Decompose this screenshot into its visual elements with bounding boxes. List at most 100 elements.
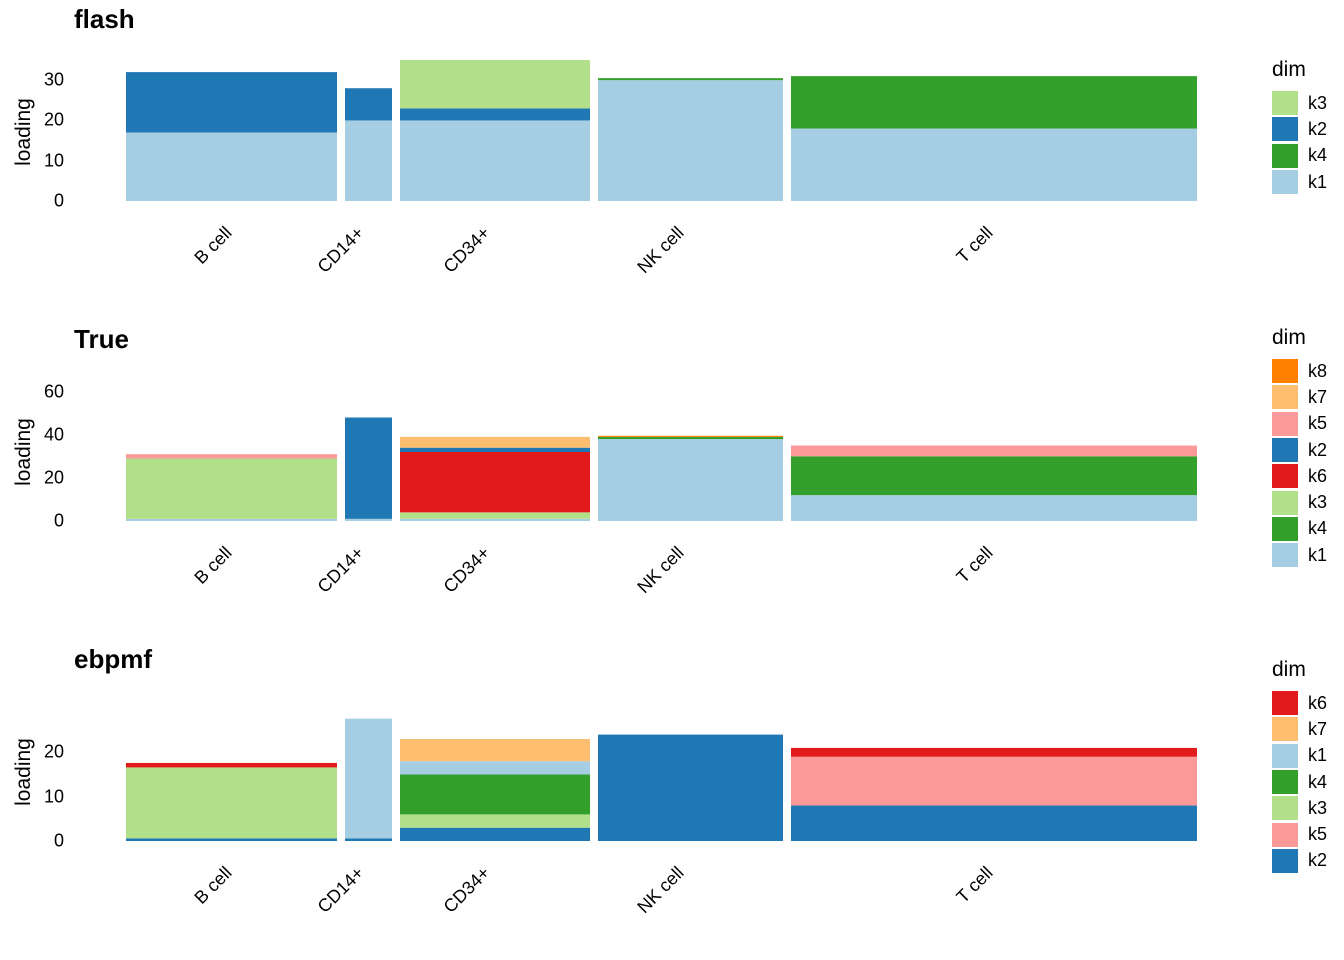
bar-k4-nk-cell [598,78,783,81]
legend-swatch [1272,359,1298,384]
legend-label: k4 [1308,518,1328,539]
bar-k2-b-cell [126,838,337,841]
bar-k1-t-cell [791,128,1197,201]
legend-swatch [1272,464,1298,489]
legend-swatch [1272,490,1298,515]
bar-k2-cd34- [400,447,590,452]
bar-k1-cd14- [345,120,392,201]
legend-label: k5 [1308,413,1328,434]
flash-panel: flash loading 0 10 20 30 B cell CD14+ CD… [0,0,1344,320]
bar-k3-b-cell [126,458,337,519]
legend-item: k4 [1272,769,1327,795]
y-tick-label: 10 [43,150,64,171]
bar-k2-cd14- [345,417,392,519]
bar-k5-b-cell [126,454,337,459]
legend-swatch [1272,848,1298,873]
y-tick-label: 40 [43,424,64,445]
legend-label: k1 [1308,544,1328,565]
legend-swatch [1272,143,1298,168]
legend-item: k2 [1272,116,1327,142]
panel-title: ebpmf [74,644,152,674]
bar-k1-cd34- [400,761,590,775]
legend-swatch [1272,543,1298,568]
legend-item: k7 [1272,716,1327,742]
legend-swatch [1272,385,1298,410]
y-tick-label: 20 [43,741,64,762]
legend-item: k3 [1272,489,1327,515]
y-tick-label: 30 [43,69,64,90]
bar-k4-t-cell [791,456,1197,496]
legend-item: k1 [1272,542,1327,568]
legend-title: dim [1272,326,1306,349]
bar-k4-cd34- [400,774,590,815]
bar-k2-cd14- [345,88,392,121]
y-tick-label: 0 [53,510,64,531]
bar-k4-t-cell [791,76,1197,129]
legend-label: k4 [1308,771,1328,792]
legend-item: k8 [1272,358,1327,384]
bar-k5-t-cell [791,445,1197,457]
bar-k1-t-cell [791,495,1197,521]
y-tick-label: 20 [43,467,64,488]
legend-swatch [1272,411,1298,436]
bar-k2-cd34- [400,108,590,121]
y-tick-label: 20 [43,109,64,130]
legend-swatch [1272,516,1298,541]
legend-item: k4 [1272,516,1327,542]
legend-label: k3 [1308,797,1328,818]
legend: dim k6 k7 k1 k4 k3 k5 k2 [1272,658,1327,874]
legend-title: dim [1272,58,1306,81]
y-tick-label: 60 [43,381,64,402]
true-bar-chart [126,417,1197,521]
y-tick-label: 0 [53,190,64,211]
bar-k1-cd34- [400,518,590,521]
legend-item: k2 [1272,848,1327,874]
legend-label: k2 [1308,850,1328,871]
ebpmf-bar-chart [126,718,1197,841]
bar-k2-t-cell [791,805,1197,841]
bar-k6-b-cell [126,762,337,768]
y-tick-label: 0 [53,830,64,851]
legend-label: k7 [1308,386,1328,407]
bar-k8-nk-cell [598,435,783,437]
bar-k6-cd34- [400,452,590,513]
legend-swatch [1272,438,1298,463]
legend-label: k8 [1308,360,1328,381]
legend: dim k8 k7 k5 k2 k6 k3 k4 k1 [1272,326,1327,568]
legend-label: k7 [1308,718,1328,739]
legend-label: k4 [1308,145,1328,166]
flash-bar-chart [126,60,1197,201]
bar-k1-nk-cell [598,80,783,201]
legend-label: k6 [1308,692,1328,713]
bar-k2-nk-cell [598,734,783,841]
bar-k3-cd34- [400,512,590,519]
legend-swatch [1272,91,1298,116]
legend-swatch [1272,691,1298,716]
panel-title: flash [74,4,135,34]
legend-item: k3 [1272,795,1327,821]
legend-label: k2 [1308,118,1328,139]
bar-k5-t-cell [791,756,1197,806]
bar-k1-cd34- [400,120,590,201]
legend-label: k6 [1308,465,1328,486]
bar-k7-cd34- [400,739,590,762]
legend-item: k5 [1272,821,1327,847]
bar-k1-b-cell [126,132,337,201]
legend-item: k5 [1272,411,1327,437]
bar-k3-cd34- [400,814,590,828]
bar-k1-cd14- [345,518,392,521]
bar-k3-cd34- [400,60,590,109]
legend-item: k6 [1272,690,1327,716]
legend-label: k3 [1308,92,1328,113]
bar-k3-b-cell [126,767,337,839]
legend-item: k6 [1272,463,1327,489]
legend-label: k1 [1308,171,1328,192]
legend-swatch [1272,743,1298,768]
legend-item: k4 [1272,143,1327,169]
legend-item: k1 [1272,169,1327,195]
bar-k1-b-cell [126,518,337,521]
legend-label: k2 [1308,439,1328,460]
bar-k1-nk-cell [598,439,783,521]
legend-label: k1 [1308,745,1328,766]
bar-k2-cd14- [345,838,392,841]
